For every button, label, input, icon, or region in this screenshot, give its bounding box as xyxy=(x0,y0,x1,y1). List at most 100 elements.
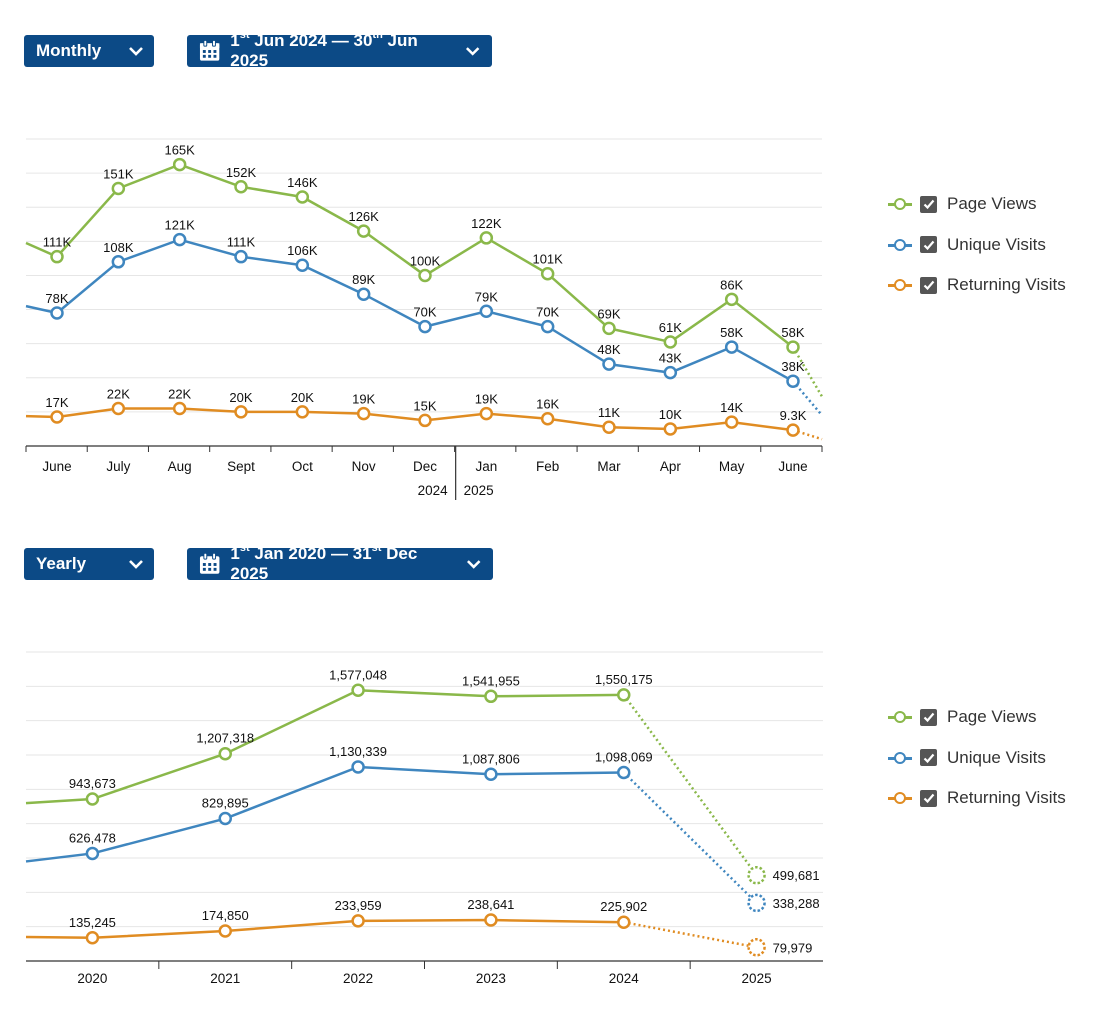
data-point-unique-visits xyxy=(351,760,365,774)
data-point-returning-visits xyxy=(218,924,232,938)
data-point-page-views xyxy=(540,266,555,281)
data-point-unique-visits xyxy=(85,846,100,861)
data-label-returning-visits: 9.3K xyxy=(780,408,807,423)
legend-item-unique-visits[interactable]: Unique Visits xyxy=(888,747,1088,769)
data-label-page-views: 122K xyxy=(471,216,502,231)
data-label-page-views: 943,673 xyxy=(69,776,116,791)
data-label-unique-visits: 1,130,339 xyxy=(329,744,387,759)
series-line-returning-visits xyxy=(25,407,794,432)
series-line-unique-visits xyxy=(25,238,794,383)
data-point-returning-visits xyxy=(663,422,678,436)
data-point-page-views xyxy=(602,321,616,336)
legend-item-returning-visits[interactable]: Returning Visits xyxy=(888,787,1088,809)
date-range-select-monthly[interactable]: 1st Jun 2024 — 30th Jun 2025 xyxy=(187,30,492,70)
year-label: 2024 xyxy=(418,483,449,498)
legend-item-page-views[interactable]: Page Views xyxy=(888,706,1088,728)
x-tick-label: Apr xyxy=(660,459,682,474)
data-point-page-views xyxy=(786,340,800,354)
data-label-returning-visits: 135,245 xyxy=(69,915,116,930)
chevron-down-icon xyxy=(129,560,143,569)
checkbox-checked-icon[interactable] xyxy=(920,236,937,253)
date-range-select-yearly[interactable]: 1st Jan 2020 — 31st Dec 2025 xyxy=(187,543,493,583)
yearly-line-chart: 2020 2021 2022 2023 2024 2025 943,673 1,207,318… xyxy=(25,651,823,986)
data-label-returning-visits: 17K xyxy=(45,395,68,410)
data-point-page-views xyxy=(418,268,432,283)
checkbox-checked-icon[interactable] xyxy=(920,789,937,807)
period-select-label: Monthly xyxy=(36,41,102,60)
data-point-returning-visits xyxy=(111,401,126,416)
series-line-returning-visits xyxy=(25,918,624,940)
checkbox-checked-icon[interactable] xyxy=(920,749,937,766)
data-point-page-views xyxy=(479,231,494,245)
data-point-unique-visits xyxy=(418,319,432,334)
data-point-unique-visits xyxy=(484,767,498,782)
data-point-unique-visits xyxy=(747,893,766,913)
data-label-returning-visits: 10K xyxy=(659,407,682,422)
data-label-unique-visits: 829,895 xyxy=(202,796,249,811)
data-point-returning-visits xyxy=(295,405,310,419)
x-tick-label: 2024 xyxy=(609,971,640,986)
data-point-returning-visits xyxy=(617,915,631,929)
x-tick-label: July xyxy=(106,459,130,474)
data-label-page-views: 151K xyxy=(103,166,134,181)
date-range-text: 1st Jun 2024 — 30th Jun 2025 xyxy=(230,29,418,70)
data-label-page-views: 61K xyxy=(659,320,682,335)
checkbox-checked-icon[interactable] xyxy=(920,276,937,294)
data-label-unique-visits: 338,288 xyxy=(773,896,820,911)
yearly-legend: Page Views Unique Visits Returning Visit… xyxy=(888,706,1088,828)
legend-label: Page Views xyxy=(947,707,1037,726)
period-select-yearly[interactable]: Yearly xyxy=(24,548,154,580)
data-label-page-views: 152K xyxy=(226,165,257,180)
data-point-page-views xyxy=(724,292,739,307)
data-point-returning-visits xyxy=(540,411,555,426)
data-point-unique-visits xyxy=(356,287,371,301)
data-label-page-views: 1,541,955 xyxy=(462,673,520,688)
data-label-returning-visits: 233,959 xyxy=(335,898,382,913)
data-label-page-views: 86K xyxy=(720,277,743,292)
data-label-page-views: 146K xyxy=(287,175,318,190)
legend-label: Page Views xyxy=(947,194,1037,213)
year-label: 2025 xyxy=(464,483,494,498)
data-label-page-views: 69K xyxy=(597,306,620,321)
data-label-unique-visits: 43K xyxy=(659,351,682,366)
data-label-page-views: 101K xyxy=(532,252,563,267)
x-tick-label: Aug xyxy=(168,459,192,474)
legend-label: Unique Visits xyxy=(947,747,1046,767)
data-label-returning-visits: 79,979 xyxy=(773,940,813,955)
checkbox-checked-icon[interactable] xyxy=(920,708,937,726)
monthly-legend: Page Views Unique Visits Returning Visit… xyxy=(888,193,1088,315)
data-label-unique-visits: 78K xyxy=(45,291,68,306)
series-forecast-line-returning-visits xyxy=(623,920,757,949)
data-label-unique-visits: 48K xyxy=(597,342,620,357)
period-select-monthly[interactable]: Monthly xyxy=(24,35,154,67)
checkbox-checked-icon[interactable] xyxy=(920,195,937,213)
data-label-unique-visits: 626,478 xyxy=(69,830,116,845)
data-point-unique-visits xyxy=(786,374,800,388)
x-tick-label: Nov xyxy=(352,459,376,474)
data-label-returning-visits: 15K xyxy=(413,398,436,413)
data-point-unique-visits xyxy=(218,811,232,826)
data-point-unique-visits xyxy=(602,357,616,371)
data-point-page-views xyxy=(85,792,100,806)
series-line-unique-visits xyxy=(25,765,624,863)
monthly-line-chart: June July Aug Sept Oct Nov Dec Jan Feb Mar Apr May J… xyxy=(25,138,824,500)
data-point-returning-visits xyxy=(724,415,739,429)
legend-item-page-views[interactable]: Page Views xyxy=(888,193,1088,215)
legend-line-icon xyxy=(888,710,912,724)
data-label-returning-visits: 238,641 xyxy=(467,897,514,912)
x-tick-label: Oct xyxy=(292,459,313,474)
data-point-returning-visits xyxy=(602,420,616,434)
legend-item-returning-visits[interactable]: Returning Visits xyxy=(888,274,1088,296)
data-point-page-views xyxy=(663,335,678,349)
data-point-unique-visits xyxy=(663,365,678,380)
legend-label: Returning Visits xyxy=(947,788,1066,807)
legend-line-icon xyxy=(888,197,912,211)
x-tick-label: 2022 xyxy=(343,971,373,986)
data-point-returning-visits xyxy=(351,914,365,928)
data-point-returning-visits xyxy=(786,423,800,437)
data-label-returning-visits: 174,850 xyxy=(202,908,249,923)
data-point-unique-visits xyxy=(479,304,494,319)
legend-item-unique-visits[interactable]: Unique Visits xyxy=(888,234,1088,256)
date-range-text: 1st Jan 2020 — 31st Dec 2025 xyxy=(230,542,418,583)
data-point-unique-visits xyxy=(540,319,555,334)
